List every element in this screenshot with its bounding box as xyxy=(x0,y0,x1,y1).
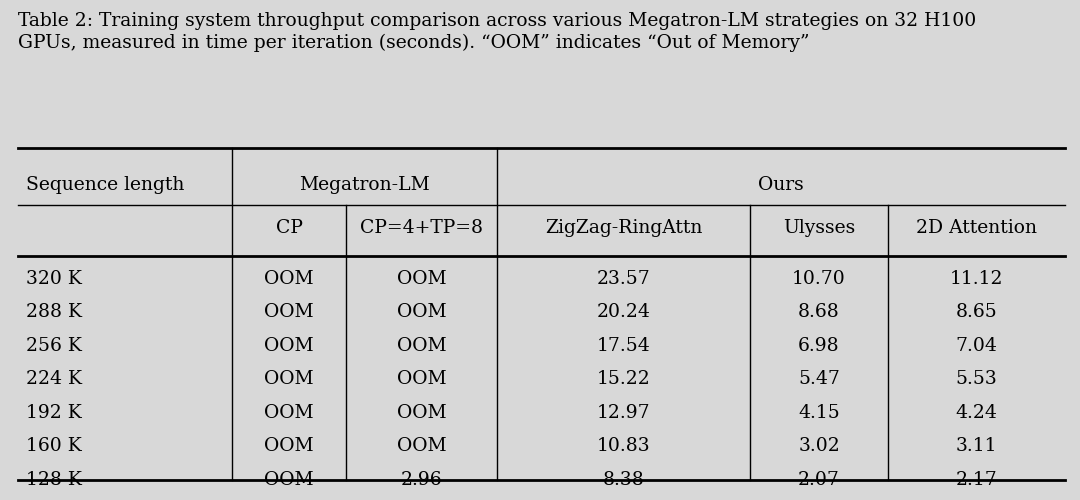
Text: 17.54: 17.54 xyxy=(596,337,650,355)
Text: 3.02: 3.02 xyxy=(798,437,840,455)
Text: Table 2: Training system throughput comparison across various Megatron-LM strate: Table 2: Training system throughput comp… xyxy=(18,12,976,30)
Text: 2D Attention: 2D Attention xyxy=(916,219,1037,237)
Text: 10.70: 10.70 xyxy=(792,270,846,288)
Text: 20.24: 20.24 xyxy=(596,303,650,322)
Text: 11.12: 11.12 xyxy=(950,270,1003,288)
Text: 5.53: 5.53 xyxy=(956,370,998,388)
Text: 4.15: 4.15 xyxy=(798,404,840,422)
Text: 224 K: 224 K xyxy=(26,370,82,388)
Text: 7.04: 7.04 xyxy=(956,337,998,355)
Text: Megatron-LM: Megatron-LM xyxy=(299,176,430,194)
Text: 160 K: 160 K xyxy=(26,437,82,455)
Text: 256 K: 256 K xyxy=(26,337,82,355)
Text: OOM: OOM xyxy=(265,370,314,388)
Text: 2.07: 2.07 xyxy=(798,471,840,489)
Text: CP=4+TP=8: CP=4+TP=8 xyxy=(360,219,483,237)
Text: 8.68: 8.68 xyxy=(798,303,840,322)
Text: OOM: OOM xyxy=(396,404,446,422)
Text: 3.11: 3.11 xyxy=(956,437,998,455)
Text: GPUs, measured in time per iteration (seconds). “OOM” indicates “Out of Memory”: GPUs, measured in time per iteration (se… xyxy=(18,34,810,52)
Text: OOM: OOM xyxy=(265,270,314,288)
Text: Ulysses: Ulysses xyxy=(783,219,855,237)
Text: 192 K: 192 K xyxy=(26,404,82,422)
Text: OOM: OOM xyxy=(265,303,314,322)
Text: 10.83: 10.83 xyxy=(596,437,650,455)
Text: 320 K: 320 K xyxy=(26,270,82,288)
Text: 23.57: 23.57 xyxy=(596,270,650,288)
Text: 128 K: 128 K xyxy=(26,471,82,489)
Text: 288 K: 288 K xyxy=(26,303,82,322)
Text: 2.17: 2.17 xyxy=(956,471,998,489)
Text: OOM: OOM xyxy=(265,437,314,455)
Text: OOM: OOM xyxy=(396,437,446,455)
Text: 5.47: 5.47 xyxy=(798,370,840,388)
Text: 8.65: 8.65 xyxy=(956,303,998,322)
Text: OOM: OOM xyxy=(396,270,446,288)
Text: 4.24: 4.24 xyxy=(956,404,998,422)
Text: Ours: Ours xyxy=(758,176,804,194)
Text: OOM: OOM xyxy=(265,471,314,489)
Text: OOM: OOM xyxy=(396,303,446,322)
Text: 15.22: 15.22 xyxy=(596,370,650,388)
Text: 12.97: 12.97 xyxy=(596,404,650,422)
Text: 8.38: 8.38 xyxy=(603,471,645,489)
Text: Sequence length: Sequence length xyxy=(26,176,185,194)
Text: 6.98: 6.98 xyxy=(798,337,840,355)
Text: OOM: OOM xyxy=(265,404,314,422)
Text: OOM: OOM xyxy=(265,337,314,355)
Text: CP: CP xyxy=(275,219,302,237)
Text: OOM: OOM xyxy=(396,370,446,388)
Text: 2.96: 2.96 xyxy=(401,471,443,489)
Text: OOM: OOM xyxy=(396,337,446,355)
Text: ZigZag-RingAttn: ZigZag-RingAttn xyxy=(544,219,702,237)
